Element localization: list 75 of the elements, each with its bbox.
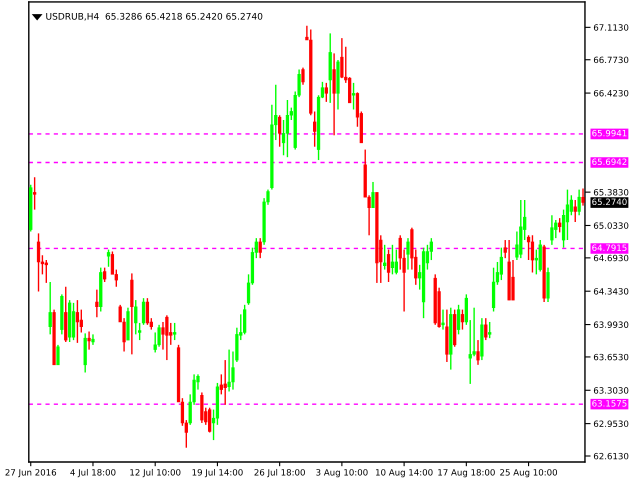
y-tick-label: 65.3830 bbox=[594, 189, 628, 196]
candlestick bbox=[476, 339, 480, 366]
candlestick bbox=[208, 407, 212, 434]
candlestick bbox=[574, 199, 577, 223]
x-tick-label: 10 Aug 14:00 bbox=[376, 469, 433, 478]
candlestick bbox=[161, 321, 165, 350]
candlestick bbox=[173, 322, 176, 341]
candlestick bbox=[224, 359, 227, 406]
x-tick-label: 19 Jul 14:00 bbox=[192, 468, 243, 478]
candlestick bbox=[456, 304, 460, 336]
x-tick-label: 25 Aug 10:00 bbox=[500, 469, 558, 478]
y-tick-label: 64.3430 bbox=[594, 288, 628, 295]
candlestick bbox=[530, 234, 534, 274]
candlestick bbox=[577, 188, 581, 216]
candlestick bbox=[332, 52, 336, 136]
candlestick bbox=[386, 248, 390, 283]
candlestick bbox=[286, 99, 290, 158]
y-tick-label: 64.6930 bbox=[594, 254, 628, 262]
candlestick bbox=[48, 281, 52, 336]
y-tick-label: 63.3030 bbox=[594, 387, 628, 394]
candlestick bbox=[488, 321, 492, 339]
candlestick bbox=[324, 82, 328, 103]
candlestick bbox=[76, 299, 80, 344]
text: USDRUB,H4 65.3286 65.4218 65.2420 65.2740 bbox=[46, 12, 262, 21]
candlestick bbox=[103, 266, 106, 283]
candlestick bbox=[581, 188, 585, 206]
candlestick bbox=[87, 330, 91, 350]
candlestick bbox=[91, 334, 95, 346]
candlestick bbox=[340, 37, 344, 79]
candlestick bbox=[500, 246, 503, 281]
candlestick bbox=[550, 214, 554, 246]
candlestick bbox=[371, 181, 375, 208]
y-tick-label: 62.6130 bbox=[594, 452, 628, 460]
x-tick-label: 17 Aug 18:00 bbox=[438, 469, 495, 478]
candlestick bbox=[441, 308, 445, 330]
y-tick-label: 63.9930 bbox=[594, 321, 628, 328]
candlestick bbox=[227, 348, 231, 392]
y-tick-label: 66.4230 bbox=[594, 90, 628, 96]
x-tick-label: 3 Aug 10:00 bbox=[316, 469, 368, 478]
candlestick bbox=[36, 232, 40, 292]
candlestick bbox=[44, 259, 48, 284]
candlestick bbox=[511, 259, 515, 301]
ref-line-label: 65.6942 bbox=[592, 158, 626, 165]
candlestick bbox=[394, 248, 398, 276]
candlestick bbox=[56, 344, 60, 366]
candlestick bbox=[32, 176, 36, 210]
candlestick bbox=[460, 308, 464, 330]
ref-line-label: 63.1575 bbox=[592, 400, 626, 407]
y-tick-label: 65.0330 bbox=[594, 222, 628, 229]
candlestick bbox=[146, 297, 150, 326]
candlestick bbox=[558, 217, 562, 234]
y-tick-label: 67.1130 bbox=[594, 24, 628, 31]
candlestick bbox=[406, 237, 410, 270]
candlestick bbox=[301, 66, 305, 86]
candlestick bbox=[352, 82, 356, 110]
candlestick bbox=[504, 239, 507, 259]
y-tick-label: 66.7730 bbox=[594, 56, 628, 64]
candlestick bbox=[258, 237, 262, 259]
x-tick-label: 4 Jul 18:00 bbox=[70, 468, 116, 478]
text: 65.2740 bbox=[592, 198, 627, 206]
candlestick bbox=[534, 248, 538, 276]
candlestick bbox=[95, 288, 99, 318]
x-tick-label: 26 Jul 18:00 bbox=[254, 468, 305, 478]
candlestick bbox=[390, 244, 394, 276]
y-tick-label: 62.9530 bbox=[594, 420, 628, 428]
x-tick-label: 12 Jul 10:00 bbox=[130, 468, 180, 478]
ref-line-label: 65.9941 bbox=[592, 130, 626, 136]
candlestick bbox=[278, 114, 282, 148]
candlestick bbox=[484, 317, 488, 341]
candlestick bbox=[383, 244, 386, 270]
candlestick bbox=[165, 314, 169, 361]
candlestick bbox=[106, 248, 110, 268]
x-tick-label: 27 Jun 2016 bbox=[5, 469, 56, 478]
ref-line-label: 64.7915 bbox=[592, 244, 626, 251]
y-tick-label: 63.6530 bbox=[594, 354, 628, 360]
